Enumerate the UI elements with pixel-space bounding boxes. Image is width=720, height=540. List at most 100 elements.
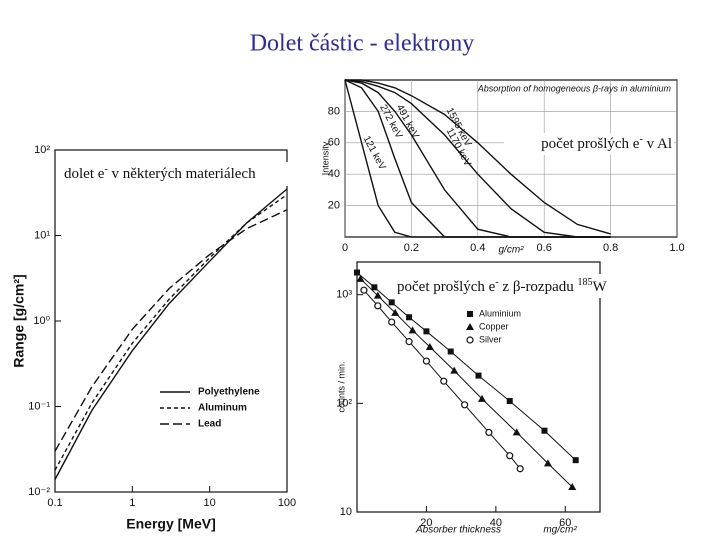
y-tick-label: 10¹ — [34, 229, 50, 241]
point — [371, 284, 378, 291]
point — [450, 366, 459, 374]
x-tick-label: 60 — [559, 517, 571, 529]
legend-swatch — [466, 336, 474, 344]
series-line — [54, 209, 288, 452]
label-bg — [60, 162, 292, 186]
point — [360, 286, 368, 294]
point — [447, 348, 454, 355]
y-tick-label: 10³ — [336, 289, 352, 301]
x-tick-label: 0.2 — [404, 242, 419, 254]
series-line — [54, 188, 288, 480]
point — [440, 377, 448, 385]
x-tick-label: 100 — [278, 497, 296, 509]
y-tick-label: 10⁻² — [28, 486, 50, 498]
x-tick-label: 1.0 — [669, 242, 684, 254]
point — [408, 326, 417, 334]
legend-label: Silver — [479, 334, 502, 344]
point — [541, 427, 548, 434]
label-bg — [504, 133, 674, 155]
series-line — [344, 79, 611, 238]
overlay-label: počet prošlých e- v Al — [541, 134, 672, 153]
y-tick-label: 10² — [336, 397, 352, 409]
point — [568, 482, 577, 490]
point — [406, 314, 413, 321]
x-axis-label: Energy [MeV] — [126, 516, 215, 532]
label-text: počet prošlých e — [541, 136, 640, 152]
legend-label: Polyethylene — [198, 387, 260, 398]
label-text: v některých materiálech — [108, 166, 256, 182]
x-tick-label: 1 — [129, 497, 135, 509]
label-text: W — [593, 279, 608, 295]
point — [461, 401, 469, 409]
point — [422, 357, 431, 365]
point — [512, 428, 521, 436]
point — [425, 343, 434, 351]
legend-label: Copper — [479, 321, 509, 331]
series-line — [344, 79, 611, 238]
label-text: z β-rozpadu — [499, 279, 578, 295]
label-text: počet prošlých e — [397, 279, 496, 295]
point — [356, 274, 365, 282]
legend-label: Aluminum — [198, 403, 247, 414]
label-text: dolet e — [64, 166, 105, 182]
y-tick-label: 10⁰ — [33, 315, 50, 327]
point — [374, 302, 382, 310]
x-axis-unit: mg/cm² — [543, 525, 577, 536]
point — [423, 328, 430, 335]
y-tick-label: 10⁻¹ — [28, 400, 50, 412]
overlay-label: dolet e- v některých materiálech — [64, 164, 256, 183]
legend-label: Aluminium — [479, 308, 521, 318]
y-tick-label: 10² — [34, 144, 50, 156]
point — [354, 269, 360, 276]
x-tick-label: 10 — [204, 497, 216, 509]
x-axis-label: Absorber thickness — [415, 525, 501, 536]
x-tick-label: 40 — [490, 517, 502, 529]
y-tick-label: 10 — [340, 506, 352, 518]
series-line — [345, 79, 611, 235]
plot-frame — [356, 261, 601, 513]
overlay-label: počet prošlých e- z β-rozpadu 185W — [397, 277, 608, 296]
y-tick-label: 40 — [328, 168, 340, 180]
y-tick-label: 60 — [328, 137, 340, 149]
chart-title: Absorption of homogeneous β-rays in alum… — [477, 83, 672, 93]
point — [388, 299, 395, 306]
label-sup: - — [639, 134, 642, 145]
series-line — [54, 194, 288, 471]
point — [373, 291, 382, 299]
x-tick-label: 0.8 — [603, 242, 618, 254]
legend-swatch — [467, 311, 473, 317]
y-axis-label: counts / min. — [336, 361, 346, 412]
point — [477, 394, 486, 402]
point — [391, 308, 400, 316]
label-text: v Al — [643, 136, 672, 152]
y-axis-label: Intensity — [320, 141, 330, 175]
point — [388, 318, 396, 326]
point — [543, 459, 552, 467]
point — [572, 457, 579, 464]
series-line — [356, 272, 577, 461]
point — [506, 398, 513, 405]
legend-label: Lead — [198, 419, 221, 430]
point — [516, 465, 524, 473]
label-sup: - — [104, 164, 107, 175]
label-bg — [393, 274, 655, 298]
plot-frame — [54, 149, 288, 493]
series-line — [363, 289, 521, 470]
point — [475, 372, 482, 379]
y-axis-label: Range [g/cm²] — [11, 274, 27, 367]
point — [405, 338, 413, 346]
legend-swatch — [466, 323, 474, 330]
point — [506, 452, 514, 460]
series-line — [360, 278, 573, 488]
point — [485, 428, 493, 437]
slide-title: Dolet částic - elektrony — [250, 31, 475, 57]
x-tick-label: 0.6 — [537, 242, 552, 254]
label-sup: 185 — [578, 277, 593, 288]
label-sup: - — [495, 277, 498, 288]
x-axis-label: g/cm² — [499, 245, 525, 256]
y-tick-label: 20 — [328, 200, 340, 212]
y-tick-label: 80 — [328, 105, 340, 117]
x-tick-label: 20 — [420, 517, 432, 529]
